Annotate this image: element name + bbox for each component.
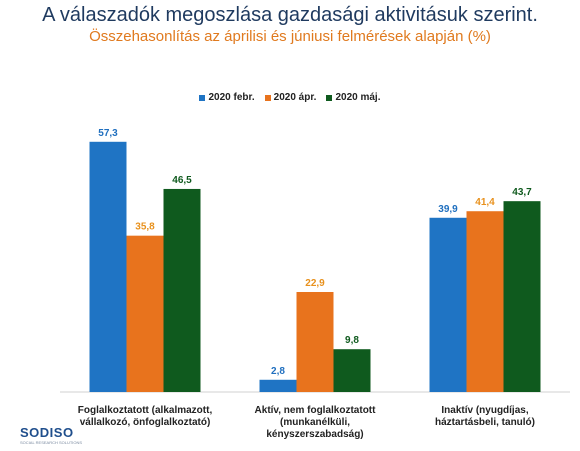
chart-subtitle: Összehasonlítás az áprilisi és júniusi f… [89,28,491,45]
bar [89,141,127,392]
data-label: 22,9 [305,278,325,289]
category-label: vállalkozó, önfoglalkoztató) [80,417,211,428]
bar [503,201,541,392]
category-label: Aktív, nem foglalkoztatott [255,405,377,416]
bar [466,211,504,392]
data-label: 2,8 [271,366,285,377]
legend-item: 2020 ápr. [264,92,317,103]
data-label: 9,8 [345,335,359,346]
data-label: 57,3 [98,128,118,139]
bar [259,379,297,392]
data-label: 39,9 [438,204,458,215]
bar [333,349,371,392]
bar [126,235,164,392]
sodiso-logo: SODISO [20,425,74,440]
legend-swatch [199,94,206,101]
category-label: Foglalkoztatott (alkalmazott, [78,405,213,416]
data-label: 46,5 [172,175,192,186]
category-label: (munkanélküli, [280,417,350,428]
category-label: Inaktív (nyugdíjas, [441,405,528,416]
logo-tagline: SOCIAL RESEARCH SOLUTIONS [20,440,83,445]
legend-swatch [326,94,333,101]
data-label: 35,8 [135,222,155,233]
legend-label: 2020 febr. [208,92,255,103]
category-label: háztartásbeli, tanuló) [435,417,535,428]
category-label: kényszerszabadság) [266,429,363,440]
bar [163,188,201,392]
chart-title: A válaszadók megoszlása gazdasági aktivi… [42,4,538,26]
legend-item: 2020 máj. [326,92,381,103]
chart-legend: 2020 febr. 2020 ápr. 2020 máj. [0,92,580,103]
legend-label: 2020 máj. [335,92,381,103]
legend-swatch [264,94,271,101]
legend-label: 2020 ápr. [273,92,317,103]
legend-item: 2020 febr. [199,92,255,103]
data-label: 41,4 [475,197,495,208]
data-label: 43,7 [512,187,532,198]
bar [429,217,467,392]
bar [296,292,334,392]
